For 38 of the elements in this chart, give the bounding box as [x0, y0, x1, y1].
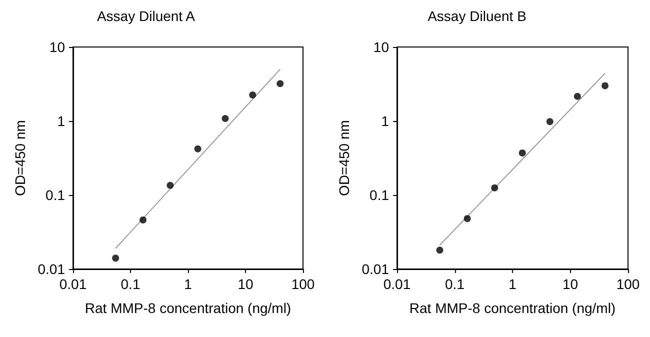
- point: [140, 216, 147, 224]
- point: [222, 115, 229, 122]
- x-tick-label: 100: [616, 276, 640, 292]
- y-tick-label: 1: [57, 113, 66, 129]
- x-tick-label: 0.1: [445, 276, 465, 292]
- point: [249, 91, 256, 98]
- y-tick-label: 0.01: [362, 261, 390, 277]
- y-tick-label: 10: [373, 39, 390, 55]
- x-axis-title: Rat MMP-8 concentration (ng/ml): [409, 300, 616, 316]
- point: [574, 92, 581, 100]
- y-tick-label: 0.1: [46, 187, 66, 203]
- point: [112, 254, 120, 262]
- point: [276, 80, 284, 88]
- y-tick-label: 1: [381, 113, 390, 129]
- point: [518, 149, 526, 156]
- point: [194, 145, 202, 152]
- x-tick-label: 0.01: [383, 276, 411, 292]
- y-axis-title: OD=450 nm: [12, 120, 28, 196]
- x-tick-label: 1: [184, 276, 192, 292]
- chart-title: Assay Diluent B: [428, 8, 526, 24]
- x-tick-label: 10: [562, 276, 578, 292]
- y-axis-title: OD=450 nm: [336, 120, 352, 196]
- chart-title: Assay Diluent A: [96, 8, 196, 24]
- x-tick-label: 100: [291, 276, 315, 292]
- point: [464, 215, 471, 222]
- point: [166, 182, 174, 189]
- x-tick-label: 1: [508, 276, 517, 292]
- point: [491, 184, 498, 192]
- x-tick-label: 0.01: [59, 276, 87, 292]
- y-tick-label: 0.01: [38, 261, 66, 277]
- x-axis-title: Rat MMP-8 concentration (ng/ml): [84, 300, 292, 316]
- point: [602, 82, 609, 90]
- point: [546, 118, 554, 126]
- point: [436, 246, 444, 254]
- y-tick-label: 0.1: [370, 187, 390, 203]
- x-tick-label: 10: [238, 276, 254, 292]
- x-tick-label: 0.1: [120, 276, 140, 292]
- y-tick-label: 10: [49, 39, 66, 55]
